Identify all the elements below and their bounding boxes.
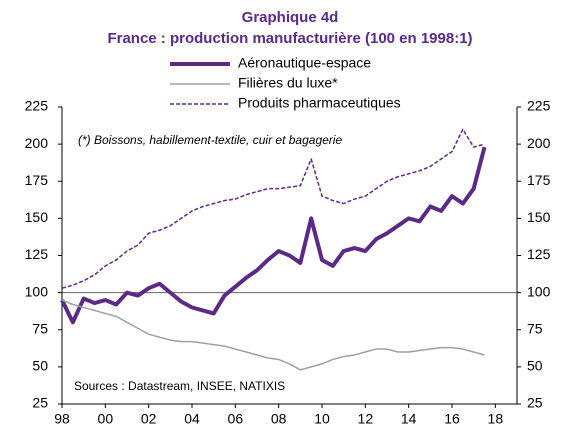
y-tick-label: 225	[25, 98, 49, 114]
x-tick-label: 18	[488, 411, 504, 427]
x-tick-label: 12	[358, 411, 374, 427]
y-tick-label: 25	[32, 395, 48, 411]
x-tick-label: 16	[444, 411, 460, 427]
y2-tick-label: 175	[527, 172, 551, 188]
x-tick-label: 14	[401, 411, 417, 427]
x-tick-label: 00	[98, 411, 114, 427]
y-tick-label: 50	[32, 358, 48, 374]
chart-subtitle: France : production manufacturière (100 …	[107, 30, 472, 47]
x-tick-label: 98	[54, 411, 70, 427]
y-tick-label: 75	[32, 320, 48, 336]
y2-tick-label: 25	[527, 395, 543, 411]
x-tick-label: 08	[271, 411, 287, 427]
legend-label: Filières du luxe*	[238, 75, 338, 91]
y2-tick-label: 200	[527, 135, 551, 151]
y2-tick-label: 150	[527, 209, 551, 225]
source: Sources : Datastream, INSEE, NATIXIS	[74, 379, 285, 393]
x-tick-label: 06	[228, 411, 244, 427]
series-line	[61, 299, 485, 371]
y2-tick-label: 75	[527, 320, 543, 336]
y-tick-label: 150	[25, 209, 49, 225]
y-tick-label: 175	[25, 172, 49, 188]
y2-tick-label: 225	[527, 98, 551, 114]
x-tick-label: 10	[314, 411, 330, 427]
footnote: (*) Boissons, habillement-textile, cuir …	[78, 133, 342, 147]
x-tick-label: 02	[141, 411, 157, 427]
legend-label: Aéronautique-espace	[238, 55, 371, 71]
y2-tick-label: 125	[527, 246, 551, 262]
y2-tick-label: 50	[527, 358, 543, 374]
series-line	[61, 128, 485, 289]
x-tick-label: 04	[184, 411, 200, 427]
y2-tick-label: 100	[527, 283, 551, 299]
chart-title: Graphique 4d	[242, 9, 339, 26]
y-tick-label: 200	[25, 135, 49, 151]
y-tick-label: 125	[25, 246, 49, 262]
y-tick-label: 100	[25, 283, 49, 299]
series-line	[60, 146, 487, 325]
legend-label: Produits pharmaceutiques	[238, 95, 401, 111]
